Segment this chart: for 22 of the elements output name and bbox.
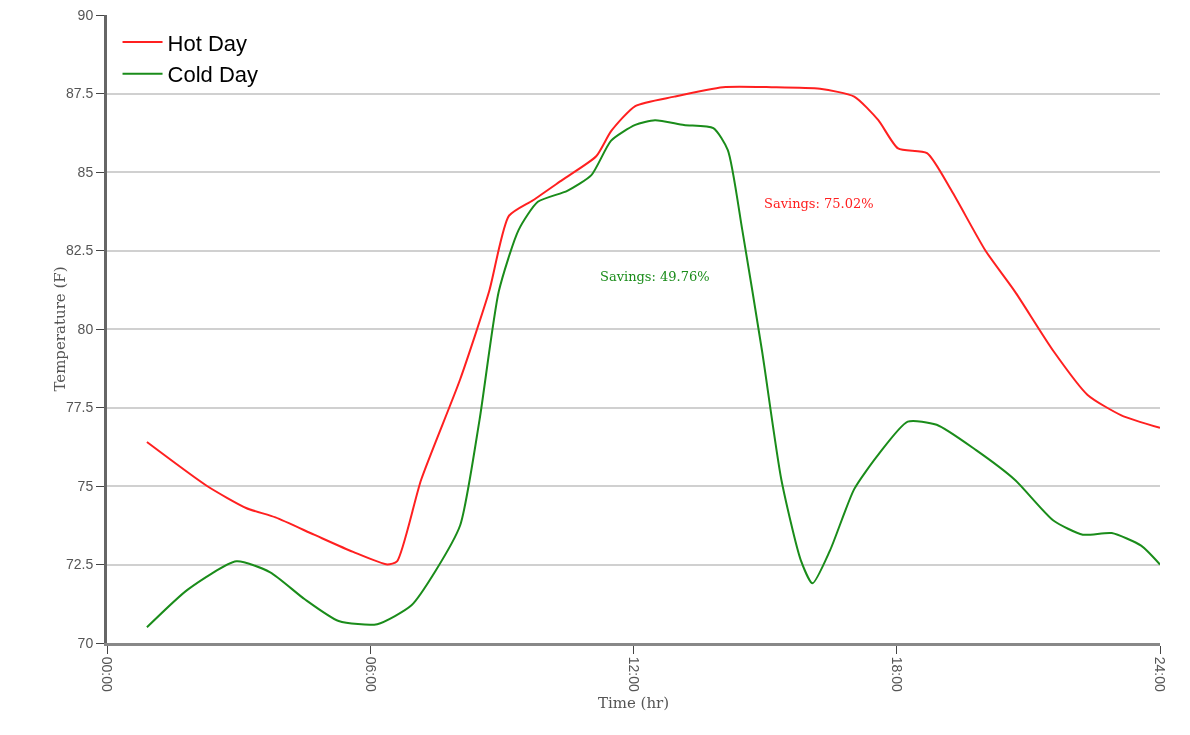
y-tick-label: 90 <box>77 6 94 23</box>
x-tick-label: 06:00 <box>362 656 379 693</box>
y-tick-label: 82.5 <box>65 242 94 259</box>
x-tick-label: 00:00 <box>99 656 116 693</box>
y-tick-label: 77.5 <box>65 399 94 416</box>
y-tick-label: 72.5 <box>65 556 94 573</box>
y-tick-label: 75 <box>77 477 94 494</box>
y-tick-label: 70 <box>77 634 94 651</box>
line-series <box>145 85 1160 566</box>
y-tick-label: 80 <box>77 320 94 337</box>
x-axis-title: Time (hr) <box>597 694 670 713</box>
line-series <box>145 119 1160 629</box>
y-tick-label: 87.5 <box>65 85 94 102</box>
legend-label: Hot Day <box>167 30 248 56</box>
annotation: Savings: 75.02% <box>764 196 874 211</box>
y-axis-title: Temperature (F) <box>51 266 69 392</box>
annotation: Savings: 49.76% <box>600 269 710 284</box>
x-tick-label: 24:00 <box>1152 656 1169 693</box>
legend-label: Cold Day <box>167 62 259 88</box>
x-tick-label: 18:00 <box>889 656 906 693</box>
y-tick-label: 85 <box>77 163 94 180</box>
x-tick-label: 12:00 <box>625 656 642 693</box>
